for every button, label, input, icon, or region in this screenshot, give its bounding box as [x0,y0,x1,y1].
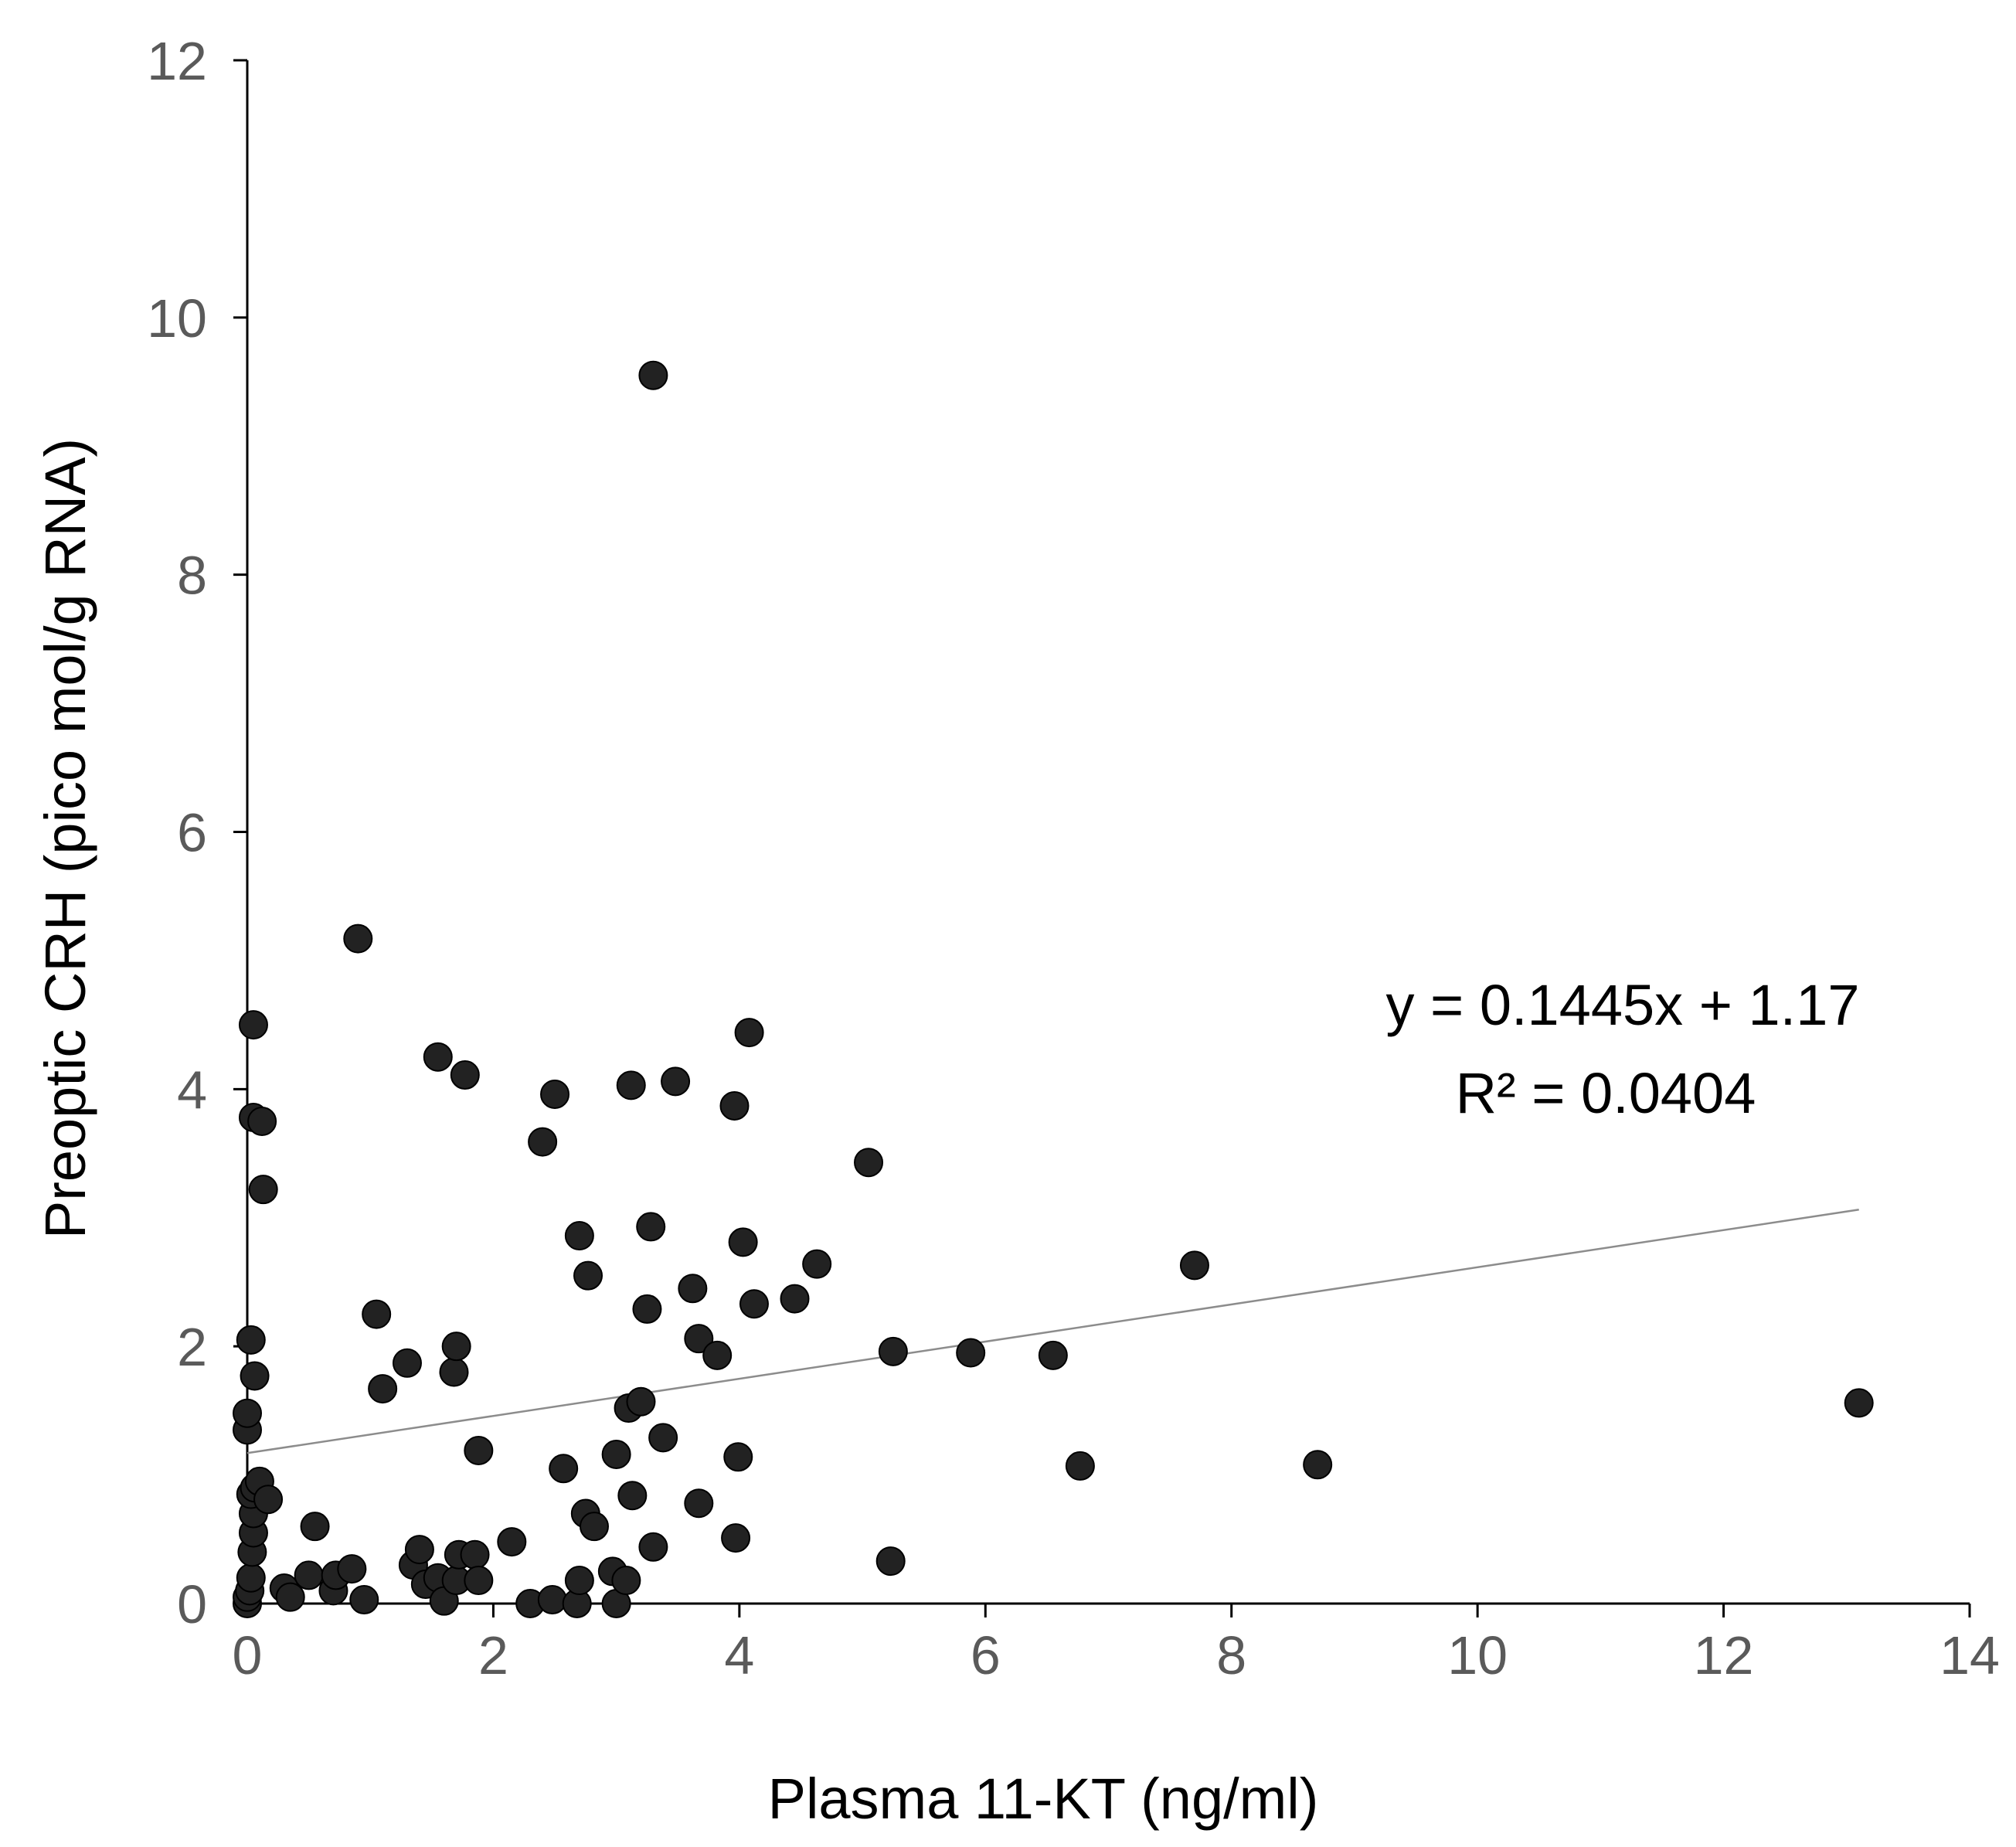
y-tick-label: 0 [177,1574,207,1634]
data-point [343,924,373,954]
axes [246,60,1970,1605]
x-axis-title: Plasma 11-KT (ng/ml) [768,1767,1319,1831]
data-point [611,1566,641,1596]
x-axis-ticks: 0 2 4 6 8 10 12 14 [233,1604,2000,1685]
data-point [540,1079,570,1109]
data-point [564,1566,594,1596]
data-point [549,1454,579,1484]
data-point [636,1212,666,1242]
data-point [497,1527,527,1557]
x-tick-label: 8 [1216,1625,1246,1685]
y-tick-label: 2 [177,1317,207,1377]
data-point [734,1018,764,1048]
x-tick-label: 2 [478,1625,508,1685]
data-point [1065,1451,1095,1481]
x-tick-label: 10 [1447,1625,1508,1685]
data-point [601,1439,631,1469]
data-point [648,1423,678,1453]
data-point [240,1361,270,1391]
data-point [441,1332,471,1362]
x-tick-label: 6 [971,1625,1001,1685]
y-tick-label: 12 [147,31,207,91]
trendline-equation: y = 0.1445x + 1.17 [1385,973,1859,1037]
y-tick-label: 8 [177,546,207,606]
data-point [464,1435,494,1465]
data-point [684,1488,714,1519]
data-point [275,1582,305,1612]
data-point [723,1442,753,1472]
data-point [537,1585,567,1615]
data-point [739,1289,769,1319]
data-point [780,1284,810,1314]
data-point [638,1532,668,1562]
data-point [294,1560,324,1590]
data-point [300,1512,330,1542]
x-tick-label: 4 [724,1625,754,1685]
data-point [1844,1388,1874,1418]
trendline [246,1209,1859,1454]
data-point [236,1325,266,1355]
x-tick-label: 14 [1940,1625,2000,1685]
data-point [661,1066,691,1097]
data-point [528,1127,558,1157]
data-point [253,1485,284,1515]
data-point [248,1175,278,1205]
data-point [1179,1250,1209,1281]
y-axis-ticks: 0 2 4 6 8 10 12 [147,31,247,1634]
data-point [632,1294,662,1324]
y-tick-label: 6 [177,803,207,863]
data-point [875,1546,906,1577]
x-tick-label: 0 [233,1625,263,1685]
data-point [247,1106,277,1136]
data-point [404,1535,434,1565]
data-point [439,1357,469,1387]
data-point [337,1554,367,1584]
data-point [450,1060,480,1090]
data-point [617,1481,648,1511]
data-point [460,1539,490,1570]
r-squared-label: R² = 0.0404 [1456,1061,1756,1125]
data-point [564,1221,594,1251]
data-point [464,1566,494,1596]
y-tick-label: 4 [177,1060,207,1120]
trendline-group [246,1209,1859,1454]
data-point [423,1042,453,1072]
data-point [349,1585,379,1615]
data-point [854,1148,884,1178]
data-point [238,1010,268,1040]
data-point [573,1260,603,1291]
data-point [678,1274,708,1304]
data-point [878,1336,908,1366]
data-point [721,1523,751,1553]
data-point [719,1090,750,1121]
data-point [626,1386,656,1417]
data-point [1303,1450,1333,1480]
x-tick-label: 12 [1694,1625,1754,1685]
data-point [702,1340,733,1370]
data-point [392,1348,422,1378]
data-point [362,1299,392,1329]
data-point [233,1398,262,1428]
data-point [236,1563,266,1593]
data-point [579,1512,609,1542]
data-point [728,1227,758,1257]
data-point [684,1324,714,1354]
data-point [638,360,668,390]
data-point [956,1338,986,1368]
y-axis-title: Preoptic CRH (pico mol/g RNA) [33,438,97,1239]
data-point [1038,1340,1068,1370]
data-points [233,360,1874,1618]
y-tick-label: 10 [147,288,207,349]
data-point [616,1070,646,1100]
data-point [802,1249,832,1279]
data-point [368,1374,398,1404]
